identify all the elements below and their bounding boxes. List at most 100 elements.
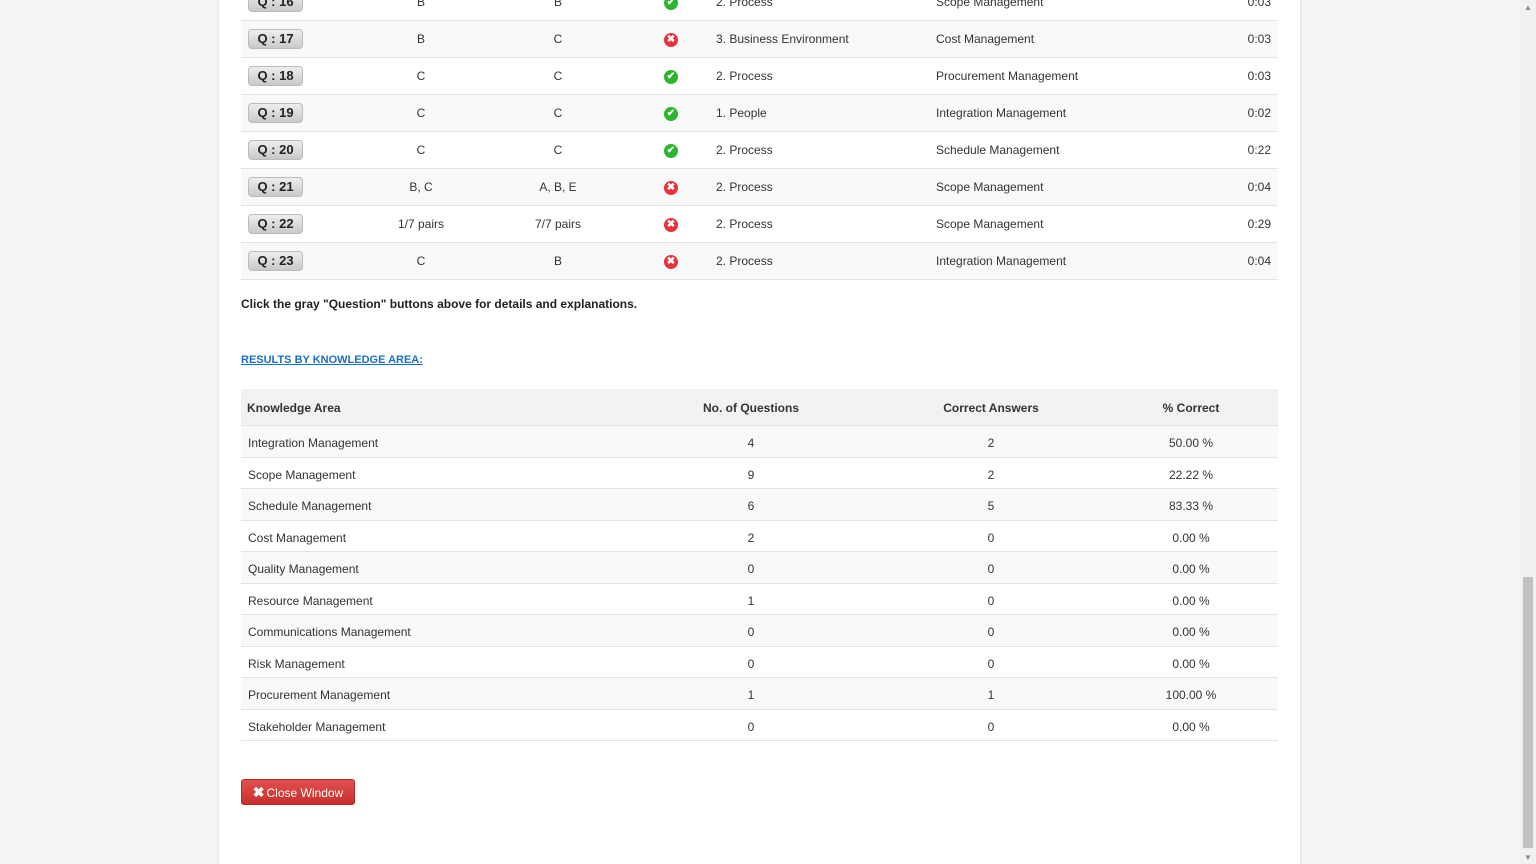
cross-icon: ✖ [664, 218, 678, 232]
correct-answers: 5 [987, 499, 995, 513]
close-window-button[interactable]: ✖ Close Window [241, 779, 355, 805]
header-num-questions: No. of Questions [703, 401, 799, 415]
correct-answers: 2 [987, 436, 995, 450]
knowledge-area-name: Schedule Management [248, 499, 372, 513]
table-row: Communications Management 0 0 0.00 % [241, 615, 1278, 647]
num-questions: 0 [747, 625, 755, 639]
domain: 3. Business Environment [716, 32, 849, 46]
num-questions: 9 [747, 467, 755, 482]
percent-correct: 0.00 % [1172, 593, 1210, 608]
correct-answers: 2 [987, 467, 995, 482]
knowledge-area: Scope Management [936, 180, 1044, 194]
domain: 2. Process [716, 254, 773, 268]
your-answer: B, C [409, 180, 433, 194]
your-answer: 1/7 pairs [397, 217, 445, 231]
knowledge-area-name: Integration Management [248, 436, 379, 450]
time-spent: 0:22 [1247, 143, 1271, 157]
percent-correct: 83.33 % [1168, 499, 1214, 513]
time-spent: 0:04 [1247, 180, 1271, 194]
question-button[interactable]: Q : 19 [248, 103, 303, 123]
knowledge-area: Scope Management [936, 0, 1044, 9]
instructions-note: Click the gray "Question" buttons above … [241, 297, 638, 311]
scrollbar-thumb[interactable] [1523, 577, 1533, 848]
table-row: Resource Management 1 0 0.00 % [241, 584, 1278, 615]
num-questions: 0 [747, 656, 755, 671]
question-button[interactable]: Q : 17 [248, 29, 303, 49]
knowledge-area-name: Cost Management [248, 530, 347, 545]
close-label: Close Window [266, 786, 344, 800]
question-row: Q : 19 C C ✔ 1. People Integration Manag… [241, 95, 1278, 132]
scroll-up-icon[interactable]: ▲ [1524, 3, 1532, 12]
correct-answers: 0 [987, 719, 995, 734]
table-row: Integration Management 4 2 50.00 % [241, 426, 1278, 458]
num-questions: 1 [747, 688, 755, 702]
question-button[interactable]: Q : 23 [248, 251, 303, 271]
your-answer: B [416, 0, 425, 9]
correct-answers: 0 [987, 656, 995, 671]
question-button[interactable]: Q : 21 [248, 177, 303, 197]
question-button[interactable]: Q : 22 [248, 214, 303, 234]
your-answer: C [416, 69, 426, 83]
your-answer: B [416, 32, 425, 46]
correct-answers: 0 [987, 530, 995, 545]
knowledge-area-heading-link[interactable]: RESULTS BY KNOWLEDGE AREA: [241, 354, 423, 366]
check-icon: ✔ [664, 70, 678, 84]
check-icon: ✔ [664, 0, 678, 10]
domain: 2. Process [716, 69, 773, 83]
correct-answer: A, B, E [539, 180, 577, 194]
domain: 1. People [716, 106, 767, 120]
time-spent: 0:03 [1247, 32, 1271, 46]
question-button[interactable]: Q : 16 [248, 0, 303, 12]
percent-correct: 0.00 % [1172, 656, 1210, 671]
num-questions: 1 [747, 593, 755, 608]
check-icon: ✔ [664, 107, 678, 121]
scroll-down-icon[interactable]: ▼ [1524, 853, 1532, 862]
correct-answer: 7/7 pairs [534, 217, 582, 231]
correct-answers: 0 [987, 593, 995, 608]
correct-answers: 0 [987, 625, 995, 639]
scrollbar[interactable]: ▲ ▼ [1520, 0, 1536, 864]
cross-icon: ✖ [664, 255, 678, 269]
correct-answer: C [553, 143, 563, 157]
your-answer: C [416, 254, 426, 268]
knowledge-area-name: Procurement Management [248, 688, 391, 702]
knowledge-area: Procurement Management [936, 69, 1079, 83]
num-questions: 0 [747, 562, 755, 576]
knowledge-area: Integration Management [936, 254, 1067, 268]
question-row: Q : 17 B C ✖ 3. Business Environment Cos… [241, 21, 1278, 58]
check-icon: ✔ [664, 144, 678, 158]
knowledge-area-name: Stakeholder Management [248, 719, 386, 734]
knowledge-area-name: Risk Management [248, 656, 345, 671]
question-button[interactable]: Q : 18 [248, 66, 303, 86]
time-spent: 0:04 [1247, 254, 1271, 268]
percent-correct: 100.00 % [1165, 688, 1217, 702]
knowledge-area: Schedule Management [936, 143, 1060, 157]
table-row: Quality Management 0 0 0.00 % [241, 552, 1278, 584]
table-row: Stakeholder Management 0 0 0.00 % [241, 710, 1278, 741]
correct-answers: 0 [987, 562, 995, 576]
knowledge-area-name: Resource Management [248, 593, 373, 608]
domain: 2. Process [716, 180, 773, 194]
question-row: Q : 18 C C ✔ 2. Process Procurement Mana… [241, 58, 1278, 95]
table-row: Schedule Management 6 5 83.33 % [241, 489, 1278, 521]
question-row: Q : 23 C B ✖ 2. Process Integration Mana… [241, 243, 1278, 280]
question-row: Q : 16 B B ✔ 2. Process Scope Management… [241, 0, 1278, 21]
knowledge-area-name: Scope Management [248, 467, 356, 482]
knowledge-area-name: Communications Management [248, 625, 411, 639]
table-header: Knowledge Area No. of Questions Correct … [241, 389, 1278, 426]
question-button[interactable]: Q : 20 [248, 140, 303, 160]
correct-answer: B [553, 0, 562, 9]
question-row: Q : 22 1/7 pairs 7/7 pairs ✖ 2. Process … [241, 206, 1278, 243]
header-percent-correct: % Correct [1162, 401, 1220, 415]
your-answer: C [416, 143, 426, 157]
percent-correct: 50.00 % [1168, 436, 1214, 450]
cross-icon: ✖ [664, 33, 678, 47]
time-spent: 0:03 [1247, 69, 1271, 83]
knowledge-area: Scope Management [936, 217, 1044, 231]
percent-correct: 0.00 % [1172, 719, 1210, 734]
time-spent: 0:03 [1247, 0, 1271, 9]
time-spent: 0:29 [1247, 217, 1271, 231]
domain: 2. Process [716, 217, 773, 231]
percent-correct: 0.00 % [1172, 530, 1210, 545]
table-row: Procurement Management 1 1 100.00 % [241, 678, 1278, 710]
